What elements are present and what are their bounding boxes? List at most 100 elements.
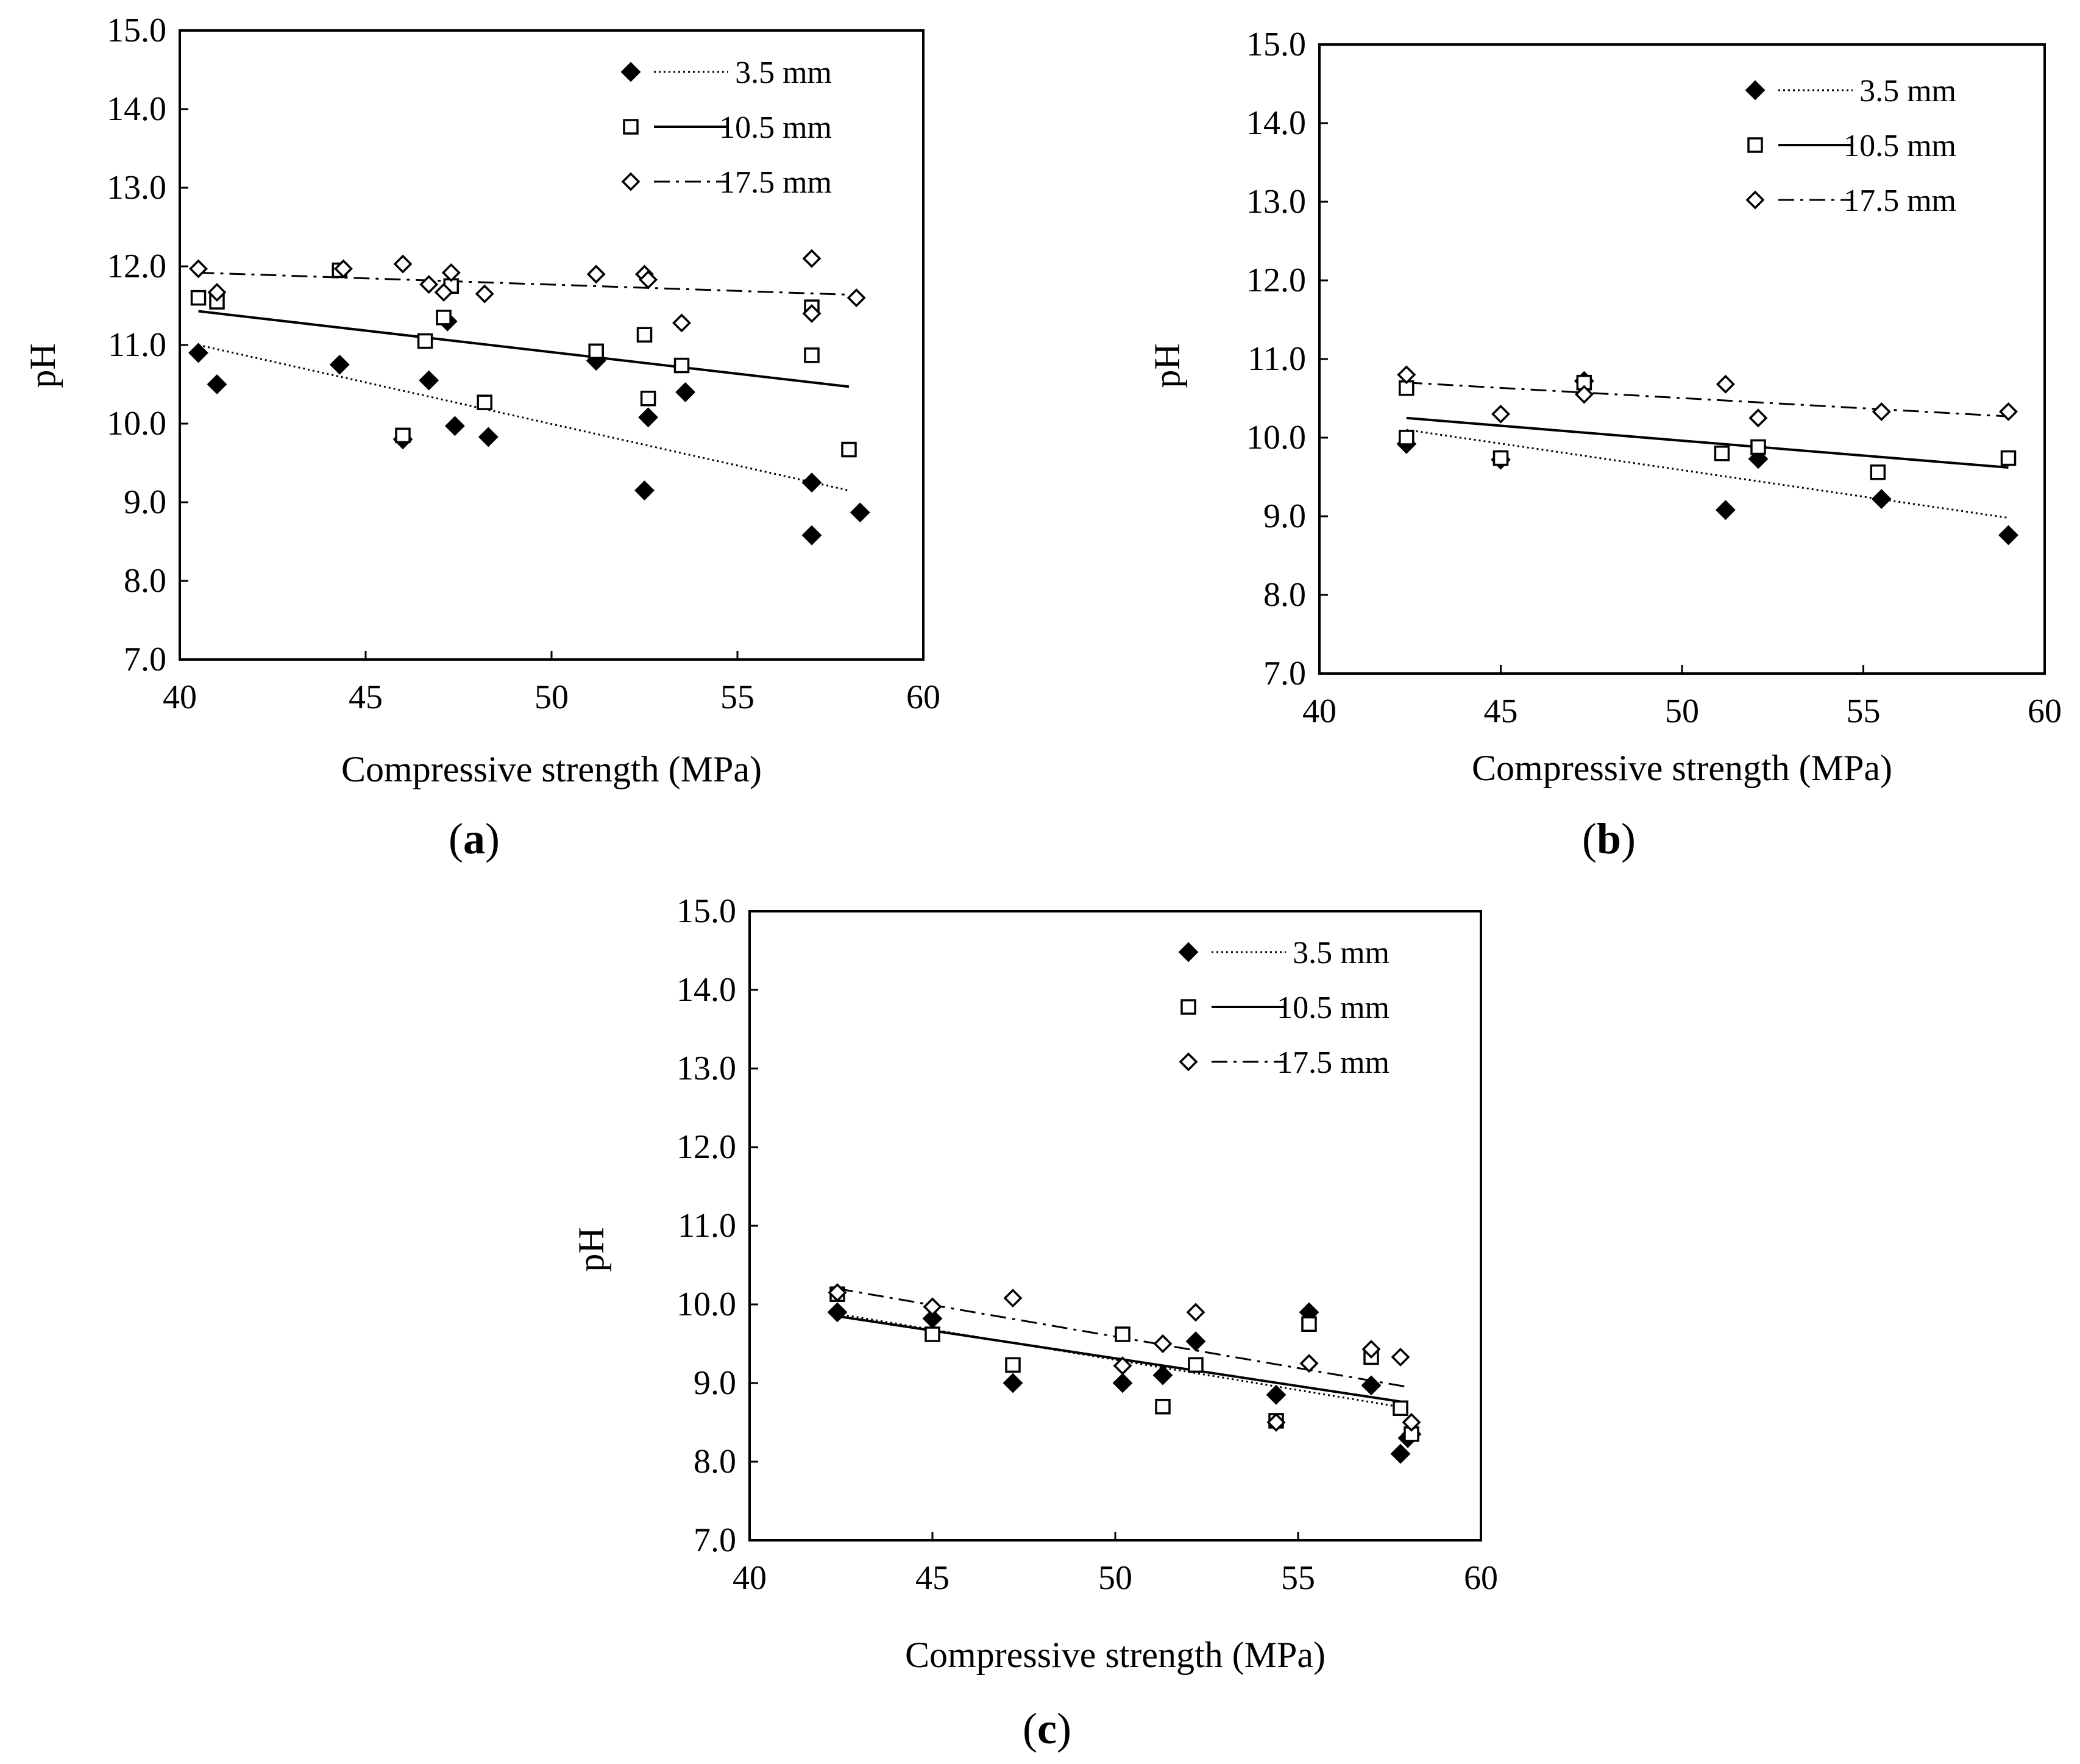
x-axis-title: Compressive strength (MPa): [905, 1635, 1326, 1675]
data-point: [436, 310, 452, 325]
legend-label: 17.5 mm: [1844, 183, 1956, 218]
data-point: [801, 525, 822, 546]
x-tick-label: 45: [1484, 692, 1518, 730]
x-tick-label: 40: [1302, 692, 1336, 730]
data-point: [329, 354, 350, 375]
data-point: [1998, 525, 2018, 546]
x-tick-label: 45: [915, 1559, 949, 1597]
data-point: [417, 333, 433, 349]
y-tick-label: 14.0: [676, 971, 736, 1009]
y-tick-label: 13.0: [107, 169, 166, 207]
x-tick-label: 40: [163, 678, 197, 716]
x-tick-label: 50: [534, 678, 569, 716]
data-point: [1870, 464, 1886, 480]
y-tick-labels: 7.0 8.0 9.0 10.0 11.0 12.0 13.0 14.0 15.0: [107, 12, 166, 678]
x-tick-label: 60: [2028, 692, 2062, 730]
data-point: [828, 1283, 847, 1303]
data-point: [189, 259, 208, 279]
data-point: [1185, 1331, 1206, 1352]
data-point: [1872, 402, 1891, 421]
x-axis-title: Compressive strength (MPa): [341, 749, 762, 789]
data-point: [802, 249, 822, 268]
data-point: [1112, 1373, 1133, 1393]
legend: 3.5 mm 10.5 mm 17.5 mm: [1178, 936, 1390, 1080]
trendlines: [1406, 382, 2009, 519]
legend-marker: [621, 172, 641, 191]
y-tick-label: 12.0: [1246, 261, 1306, 299]
axis-ticks: [1318, 43, 2046, 675]
data-point: [1391, 1347, 1410, 1367]
data-point: [419, 275, 439, 294]
data-point: [393, 254, 413, 274]
data-point: [1402, 1413, 1421, 1432]
y-tick-label: 12.0: [107, 247, 166, 285]
legend-label: 3.5 mm: [1859, 74, 1956, 108]
legend-label: 17.5 mm: [1277, 1045, 1390, 1080]
data-point: [636, 327, 653, 343]
trendline-10_5-mm: [1406, 416, 2009, 469]
data-point: [1361, 1340, 1381, 1359]
y-axis-title: pH: [571, 1227, 611, 1271]
data-point: [1999, 402, 2018, 421]
data-point: [207, 283, 227, 302]
data-point: [1491, 404, 1510, 424]
data-point: [1152, 1365, 1173, 1385]
data-point: [675, 382, 696, 402]
y-tick-label: 15.0: [107, 12, 166, 49]
y-tick-label: 7.0: [1263, 655, 1306, 692]
data-markers: [827, 1283, 1422, 1464]
y-tick-label: 11.0: [678, 1207, 736, 1245]
data-point: [475, 284, 494, 304]
legend-marker: [1745, 190, 1765, 210]
x-tick-labels: 40 45 50 55 60: [733, 1559, 1498, 1597]
y-tick-label: 15.0: [676, 892, 736, 930]
y-tick-label: 8.0: [694, 1443, 736, 1481]
x-tick-labels: 40 45 50 55 60: [163, 678, 940, 716]
legend-marker: [1180, 999, 1196, 1015]
data-point: [841, 441, 857, 458]
data-point: [1397, 365, 1416, 385]
panel-label: (c): [1023, 1704, 1071, 1753]
y-tick-label: 13.0: [676, 1050, 736, 1087]
y-tick-label: 9.0: [1263, 497, 1306, 535]
data-point: [925, 1326, 940, 1342]
legend-label: 10.5 mm: [1277, 990, 1390, 1025]
data-point: [1188, 1357, 1204, 1373]
data-point: [1155, 1398, 1171, 1415]
data-point: [444, 416, 465, 436]
data-point: [804, 347, 820, 363]
data-point: [640, 390, 656, 407]
legend: 3.5 mm 10.5 mm 17.5 mm: [1745, 74, 1956, 218]
data-point: [634, 480, 655, 501]
data-point: [1750, 439, 1766, 455]
trendline-17_5-mm: [198, 271, 850, 296]
data-point: [441, 263, 461, 282]
data-point: [801, 472, 822, 493]
data-point: [1003, 1289, 1023, 1308]
y-tick-label: 7.0: [124, 641, 166, 678]
data-point: [850, 502, 870, 523]
legend-marker: [1747, 137, 1763, 153]
x-tick-label: 50: [1665, 692, 1699, 730]
trendline-10_5-mm: [198, 310, 850, 388]
data-point: [1113, 1356, 1132, 1376]
x-tick-label: 50: [1098, 1559, 1132, 1597]
data-point: [673, 357, 690, 374]
x-tick-label: 55: [720, 678, 754, 716]
y-tick-label: 14.0: [1246, 104, 1306, 142]
data-point: [1266, 1384, 1287, 1405]
legend-marker: [1178, 942, 1199, 962]
trendlines: [198, 271, 850, 492]
y-tick-labels: 7.0 8.0 9.0 10.0 11.0 12.0 13.0 14.0 15.0: [1246, 26, 1306, 692]
y-tick-label: 11.0: [1248, 340, 1306, 378]
data-point: [1153, 1334, 1173, 1353]
legend-label: 17.5 mm: [719, 165, 832, 200]
data-point: [1266, 1413, 1286, 1432]
y-tick-label: 14.0: [107, 90, 166, 128]
legend-label: 3.5 mm: [1293, 936, 1390, 970]
panel-a: 7.0 8.0 9.0 10.0 11.0 12.0 13.0 14.0 15.0 40 45 50…: [23, 12, 940, 863]
legend-marker: [1745, 80, 1766, 101]
data-point: [1390, 1443, 1411, 1464]
data-point: [1301, 1316, 1317, 1332]
